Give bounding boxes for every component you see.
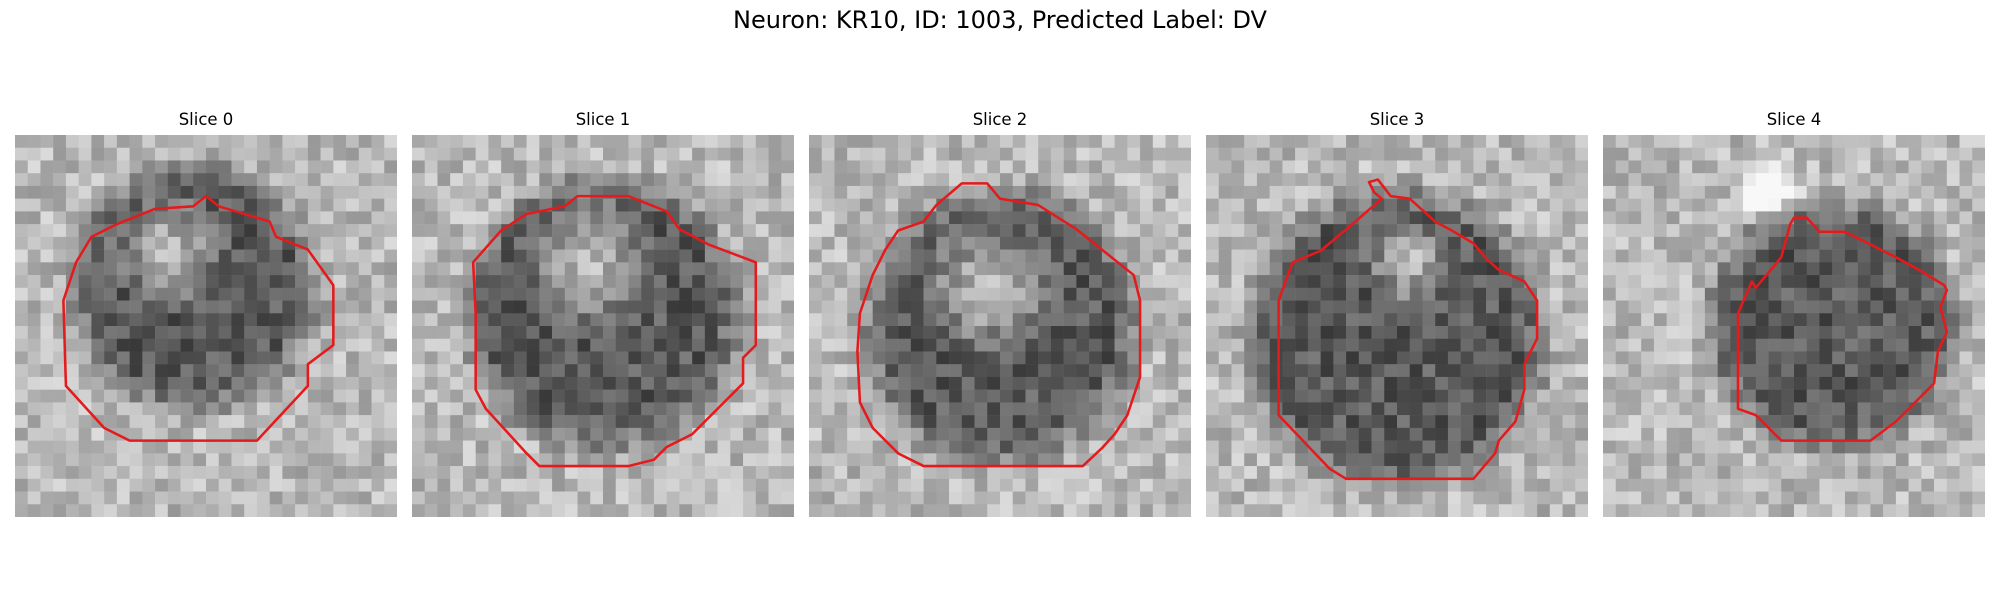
slice-panel-4: Slice 4 (1603, 108, 1985, 517)
segmentation-contour (856, 182, 1142, 468)
slice-panel-3: Slice 3 (1206, 108, 1588, 517)
pixel-grid (412, 135, 794, 517)
slice-image-2 (809, 135, 1191, 517)
segmentation-contour (471, 194, 758, 468)
segmentation-contour (1736, 216, 1949, 442)
slice-panel-1: Slice 1 (412, 108, 794, 517)
pixel-grid (15, 135, 397, 517)
slice-image-4 (1603, 135, 1985, 517)
slice-image-1 (412, 135, 794, 517)
slice-image-3 (1206, 135, 1588, 517)
slice-title-2: Slice 2 (972, 110, 1028, 129)
slice-title-3: Slice 3 (1369, 110, 1425, 129)
slice-title-4: Slice 4 (1766, 110, 1822, 129)
slice-image-0 (15, 135, 397, 517)
slice-panel-2: Slice 2 (809, 108, 1191, 517)
pixel-grid (1603, 135, 1985, 517)
pixel-grid (1206, 135, 1588, 517)
slice-title-1: Slice 1 (575, 110, 631, 129)
segmentation-contour (1277, 178, 1539, 481)
pixel-grid (809, 135, 1191, 517)
slice-title-0: Slice 0 (178, 110, 234, 129)
segmentation-contour (62, 194, 335, 442)
figure-title: Neuron: KR10, ID: 1003, Predicted Label:… (733, 6, 1267, 34)
slice-panel-0: Slice 0 (15, 108, 397, 517)
